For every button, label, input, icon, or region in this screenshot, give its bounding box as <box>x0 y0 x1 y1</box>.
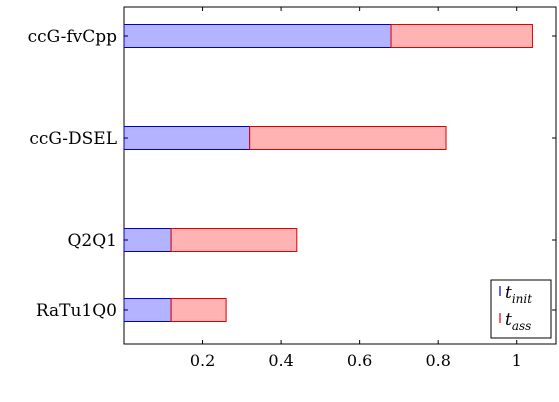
category-axis: ccG-fvCpp ccG-DSEL Q2Q1 RaTu1Q0 <box>28 27 556 321</box>
x-tick-label: 0.4 <box>268 351 293 370</box>
x-tick-label: 1 <box>512 351 522 370</box>
legend-box <box>490 279 552 339</box>
bar-ass-ratu1q0 <box>170 298 227 322</box>
plot-area-frame <box>123 6 557 345</box>
x-axis: 0.2 0.4 0.6 0.8 1 <box>190 7 522 370</box>
category-label: RaTu1Q0 <box>36 301 117 321</box>
category-label: ccG-fvCpp <box>28 27 117 47</box>
bar-ass-ccg-fvcpp <box>390 24 533 48</box>
x-tick-label: 0.8 <box>425 351 450 370</box>
category-label: ccG-DSEL <box>29 129 117 149</box>
bar-ass-q2q1 <box>170 228 298 252</box>
legend-label-ass: tass <box>505 310 531 333</box>
bar-init-q2q1 <box>123 228 172 252</box>
category-label: Q2Q1 <box>67 231 117 251</box>
bar-init-ccg-fvcpp <box>123 24 392 48</box>
bar-init-ratu1q0 <box>123 298 172 322</box>
x-tick-label: 0.2 <box>190 351 215 370</box>
legend-symbol: t <box>505 310 512 330</box>
legend-label-init: tinit <box>505 283 532 306</box>
bars <box>123 24 533 322</box>
legend-symbol: t <box>505 283 512 303</box>
bar-ass-ccg-dsel <box>249 126 447 150</box>
legend-subscript: init <box>512 292 532 306</box>
x-tick-label: 0.6 <box>347 351 372 370</box>
legend-subscript: ass <box>512 319 531 333</box>
bar-init-ccg-dsel <box>123 126 251 150</box>
